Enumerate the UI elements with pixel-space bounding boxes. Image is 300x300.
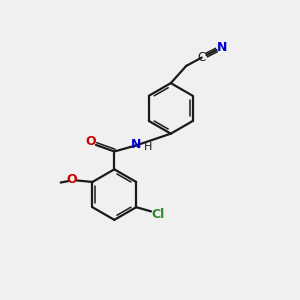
Text: O: O [67, 173, 77, 186]
Text: N: N [216, 41, 227, 54]
Text: O: O [85, 136, 96, 148]
Text: Cl: Cl [152, 208, 165, 221]
Text: N: N [131, 138, 142, 151]
Text: H: H [144, 142, 152, 152]
Text: C: C [197, 51, 205, 64]
